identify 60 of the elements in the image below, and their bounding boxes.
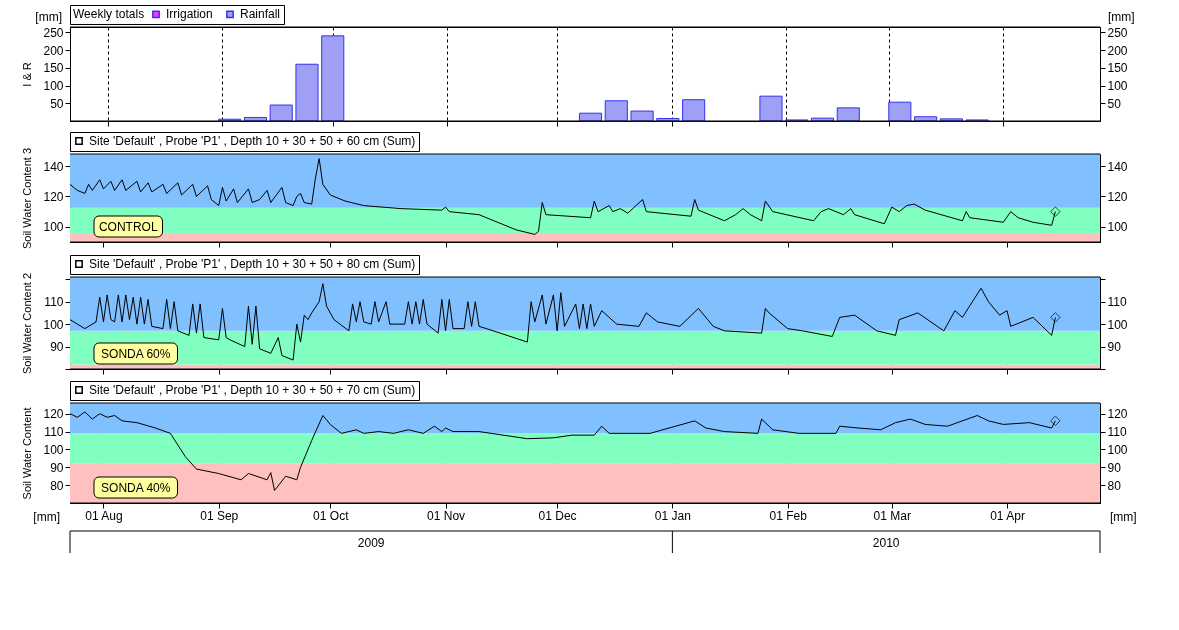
y-tick-label: 90 [50, 460, 64, 475]
y-axis-title: I & R [20, 62, 33, 87]
y2-tick-label: 150 [1107, 61, 1128, 76]
text: [mm] [1110, 510, 1137, 524]
y-tick-label: 100 [43, 79, 64, 94]
y-tick-label: 200 [43, 43, 64, 58]
x-tick-label: 01 Feb [769, 508, 808, 523]
y-tick-label: 140 [43, 159, 64, 174]
y2-tick-label: 50 [1107, 96, 1122, 111]
x-tick-label: 01 Aug [85, 508, 123, 523]
y-tick-label: 90 [50, 340, 64, 355]
y2-tick-label: 110 [1107, 295, 1127, 310]
y-axis-title: Soil Water Content 2 [20, 272, 33, 375]
y2-tick-label: 120 [1107, 407, 1128, 422]
legend-label: Irrigation [166, 7, 213, 22]
y2-tick-label: 100 [1107, 442, 1128, 457]
y-tick-label: 50 [50, 96, 64, 111]
y-tick-label: 150 [43, 61, 64, 76]
y-tick-label: 120 [43, 189, 64, 204]
y-axis-title: Soil Water Content [20, 407, 33, 500]
y-axis-title: Soil Water Content 3 [20, 147, 33, 250]
text: [mm] [33, 510, 60, 524]
y2-tick-label: 100 [1107, 317, 1128, 332]
y-tick-label: 120 [43, 407, 64, 422]
x-tick-label: 01 Jan [654, 508, 691, 523]
text: 2010 [872, 536, 900, 550]
y2-tick-label: 100 [1107, 220, 1128, 235]
legend-label: Site 'Default' , Probe 'P1' , Depth 10 + 30 + 50 + 80 cm (Sum) [89, 257, 416, 271]
y-tick-label: 80 [50, 478, 64, 493]
y2-tick-label: 200 [1107, 43, 1128, 58]
annotation: CONTROL [98, 219, 158, 234]
y2-tick-label: 250 [1107, 25, 1128, 40]
annotation: SONDA 40% [101, 480, 171, 495]
y-tick-label: 100 [43, 220, 64, 235]
y-tick-label: 100 [43, 317, 64, 332]
x-tick-label: 01 Nov [427, 508, 466, 523]
text: 2009 [357, 536, 385, 550]
y2-tick-label: 140 [1107, 159, 1128, 174]
text: [mm] [35, 10, 62, 24]
y-tick-label: 250 [43, 25, 64, 40]
y2-tick-label: 80 [1107, 478, 1122, 493]
y-tick-label: 110 [44, 295, 64, 310]
y2-tick-label: 90 [1107, 340, 1122, 355]
y2-tick-label: 110 [1107, 425, 1127, 440]
y2-tick-label: 100 [1107, 79, 1128, 94]
annotation: SONDA 60% [101, 346, 171, 361]
x-tick-label: 01 Mar [873, 508, 911, 523]
legend-label: Rainfall [240, 7, 281, 22]
x-tick-label: 01 Oct [313, 508, 350, 523]
legend-label: Site 'Default' , Probe 'P1' , Depth 10 + 30 + 50 + 70 cm (Sum) [89, 383, 416, 397]
y2-tick-label: 90 [1107, 460, 1122, 475]
y-tick-label: 110 [44, 425, 64, 440]
x-tick-label: 01 Apr [990, 508, 1025, 523]
x-tick-label: 01 Sep [200, 508, 239, 523]
legend-title: Weekly totals [73, 7, 145, 21]
x-tick-label: 01 Dec [538, 508, 577, 523]
legend-label: Site 'Default' , Probe 'P1' , Depth 10 + 30 + 50 + 60 cm (Sum) [89, 134, 416, 148]
y-tick-label: 100 [43, 442, 64, 457]
y2-tick-label: 120 [1107, 189, 1128, 204]
text: [mm] [1108, 10, 1135, 24]
